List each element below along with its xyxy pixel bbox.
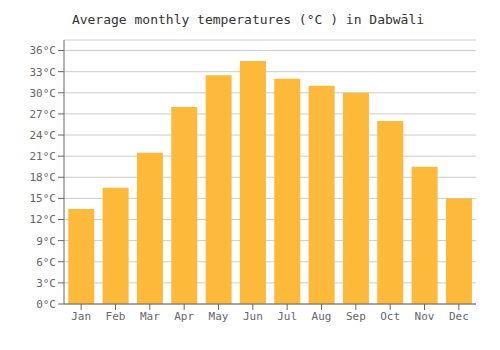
svg-text:21°C: 21°C — [30, 150, 57, 163]
svg-text:Dec: Dec — [449, 310, 469, 323]
svg-text:Jan: Jan — [71, 310, 91, 323]
svg-text:12°C: 12°C — [30, 213, 57, 226]
svg-text:Feb: Feb — [106, 310, 126, 323]
svg-text:9°C: 9°C — [36, 235, 56, 248]
svg-text:May: May — [209, 310, 229, 323]
svg-text:Jun: Jun — [243, 310, 263, 323]
svg-text:Sep: Sep — [346, 310, 366, 323]
svg-text:36°C: 36°C — [30, 44, 57, 57]
svg-text:Mar: Mar — [140, 310, 160, 323]
svg-text:3°C: 3°C — [36, 277, 56, 290]
svg-text:0°C: 0°C — [36, 298, 56, 311]
html-text:Average monthly temperatures (: Average monthly temperatures (°C ) in Da… — [71, 12, 425, 27]
svg-text:6°C: 6°C — [36, 256, 56, 269]
svg-text:30°C: 30°C — [30, 87, 57, 100]
svg-text:18°C: 18°C — [30, 171, 57, 184]
svg-text:15°C: 15°C — [30, 192, 57, 205]
svg-text:24°C: 24°C — [30, 129, 57, 142]
svg-text:33°C: 33°C — [30, 66, 57, 79]
svg-text:27°C: 27°C — [30, 108, 57, 121]
svg-text:Oct: Oct — [380, 310, 400, 323]
svg-text:Jul: Jul — [277, 310, 297, 323]
svg-text:Aug: Aug — [312, 310, 332, 323]
svg-text:Nov: Nov — [415, 310, 435, 323]
svg-text:Apr: Apr — [174, 310, 194, 323]
